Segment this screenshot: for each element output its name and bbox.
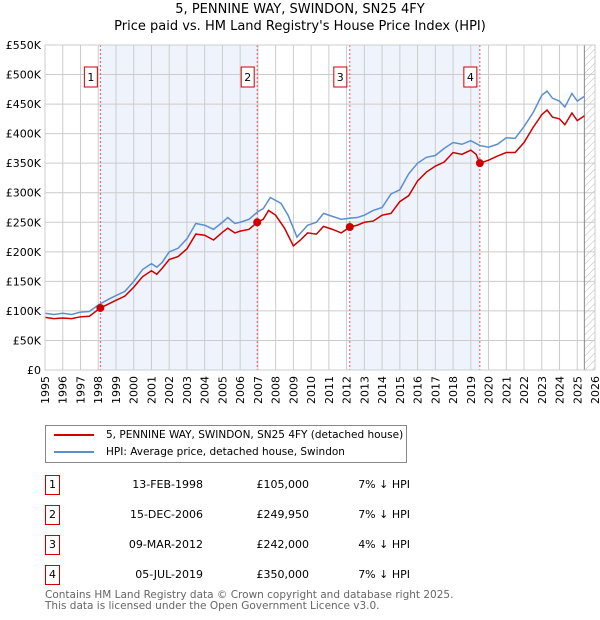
plot-area: 1995 1996 1997 1998 1999 2000 2001 2002 2003 2004… <box>6 39 600 404</box>
x-tick-label: 2005 <box>216 376 229 404</box>
hpi-line <box>44 90 585 316</box>
legend: 5, PENNINE WAY, SWINDON, SN25 4FY (detac… <box>45 425 407 463</box>
x-tick-label: 2019 <box>465 376 478 404</box>
x-tick-label: 2021 <box>500 376 513 404</box>
y-tick-label: £50K <box>13 334 42 347</box>
shaded-period <box>100 45 258 370</box>
x-tick-label: 2003 <box>181 376 194 404</box>
legend-swatch-hpi <box>54 451 94 453</box>
sale-price: £249,950 <box>256 508 310 521</box>
legend-label-hpi: HPI: Average price, detached house, Swin… <box>106 446 345 458</box>
sale-marker-box <box>463 66 478 88</box>
sale-marker-label: 2 <box>244 71 251 84</box>
x-tick-label: 2018 <box>447 376 460 404</box>
y-tick-label: £450K <box>6 98 42 111</box>
sale-point <box>253 218 262 227</box>
x-tick-label: 2002 <box>163 376 176 404</box>
sale-row: 3 09-MAR-2012 £242,000 4% ↓ HPI <box>45 535 465 555</box>
y-tick-label: £350K <box>6 157 42 170</box>
x-tick-label: 2012 <box>341 376 354 404</box>
plot-border <box>44 44 596 371</box>
footer-line-2: This data is licensed under the Open Gov… <box>45 600 380 612</box>
sale-hpi-diff: 7% ↓ HPI <box>358 478 410 491</box>
x-tick-label: 2026 <box>589 376 600 404</box>
x-tick-label: 1997 <box>74 376 87 404</box>
sale-date: 15-DEC-2006 <box>129 508 203 521</box>
chart-title: 5, PENNINE WAY, SWINDON, SN25 4FY <box>175 2 425 17</box>
x-tick-label: 2009 <box>287 376 300 404</box>
x-tick-label: 2001 <box>145 376 158 404</box>
sale-marker-label: 4 <box>45 565 60 585</box>
x-tick-label: 2014 <box>376 376 389 404</box>
x-tick-label: 2011 <box>323 376 336 404</box>
y-tick-label: £250K <box>6 216 42 229</box>
sale-row: 2 15-DEC-2006 £249,950 7% ↓ HPI <box>45 505 465 525</box>
sale-marker-label: 4 <box>467 71 474 84</box>
y-tick-label: £300K <box>6 187 42 200</box>
y-tick-label: £0 <box>27 364 41 377</box>
y-tick-label: £400K <box>6 128 42 141</box>
sale-row: 1 13-FEB-1998 £105,000 7% ↓ HPI <box>45 475 465 495</box>
footer-line-1: Contains HM Land Registry data © Crown c… <box>45 589 454 601</box>
sale-point <box>96 303 105 312</box>
property-price-line <box>44 108 585 320</box>
sale-marker-box <box>333 66 348 88</box>
x-tick-label: 2006 <box>234 376 247 404</box>
x-tick-label: 2010 <box>305 376 318 404</box>
x-tick-label: 2025 <box>571 376 584 404</box>
x-tick-label: 2008 <box>270 376 283 404</box>
forecast-hatch <box>584 45 595 370</box>
sale-hpi-diff: 4% ↓ HPI <box>358 538 410 551</box>
x-tick-label: 1999 <box>110 376 123 404</box>
footer: Contains HM Land Registry data © Crown c… <box>45 590 453 612</box>
legend-swatch-property <box>54 434 94 436</box>
x-tick-label: 1996 <box>57 376 70 404</box>
x-tick-label: 2022 <box>518 376 531 404</box>
y-tick-label: £200K <box>6 246 42 259</box>
sale-price: £242,000 <box>256 538 310 551</box>
sale-price: £350,000 <box>256 568 310 581</box>
y-tick-label: £100K <box>6 305 42 318</box>
sale-date: 09-MAR-2012 <box>128 538 203 551</box>
x-tick-label: 2024 <box>554 376 567 404</box>
sale-point <box>345 223 354 231</box>
x-tick-label: 2000 <box>128 376 141 404</box>
sale-row: 4 05-JUL-2019 £350,000 7% ↓ HPI <box>45 565 465 585</box>
x-tick-label: 2020 <box>483 376 496 404</box>
x-tick-label: 2016 <box>412 376 425 404</box>
x-tick-label: 1998 <box>92 376 105 404</box>
x-tick-label: 2015 <box>394 376 407 404</box>
sale-date: 13-FEB-1998 <box>132 478 203 491</box>
shaded-period <box>349 45 480 370</box>
sale-date: 05-JUL-2019 <box>135 568 203 581</box>
legend-label-property: 5, PENNINE WAY, SWINDON, SN25 4FY (detac… <box>106 429 404 441</box>
sale-point <box>475 159 484 168</box>
sale-marker-label: 3 <box>337 71 344 84</box>
sale-marker-label: 1 <box>87 71 94 84</box>
y-tick-label: £550K <box>6 39 42 52</box>
y-tick-label: £500K <box>6 69 42 82</box>
x-tick-label: 1995 <box>39 376 52 404</box>
x-tick-label: 2017 <box>429 376 442 404</box>
y-tick-label: £150K <box>6 275 42 288</box>
sale-marker-label: 1 <box>45 475 60 495</box>
sale-marker-box <box>83 66 98 88</box>
sale-marker-label: 3 <box>45 535 60 555</box>
sale-hpi-diff: 7% ↓ HPI <box>358 508 410 521</box>
x-tick-label: 2004 <box>199 376 212 404</box>
sale-hpi-diff: 7% ↓ HPI <box>358 568 410 581</box>
sale-price: £105,000 <box>256 478 310 491</box>
x-tick-label: 2013 <box>358 376 371 404</box>
sale-marker-label: 2 <box>45 505 60 525</box>
x-tick-label: 2023 <box>536 376 549 404</box>
chart-subtitle: Price paid vs. HM Land Registry's House … <box>114 19 486 34</box>
x-tick-label: 2007 <box>252 376 265 404</box>
sale-marker-box <box>240 66 255 88</box>
